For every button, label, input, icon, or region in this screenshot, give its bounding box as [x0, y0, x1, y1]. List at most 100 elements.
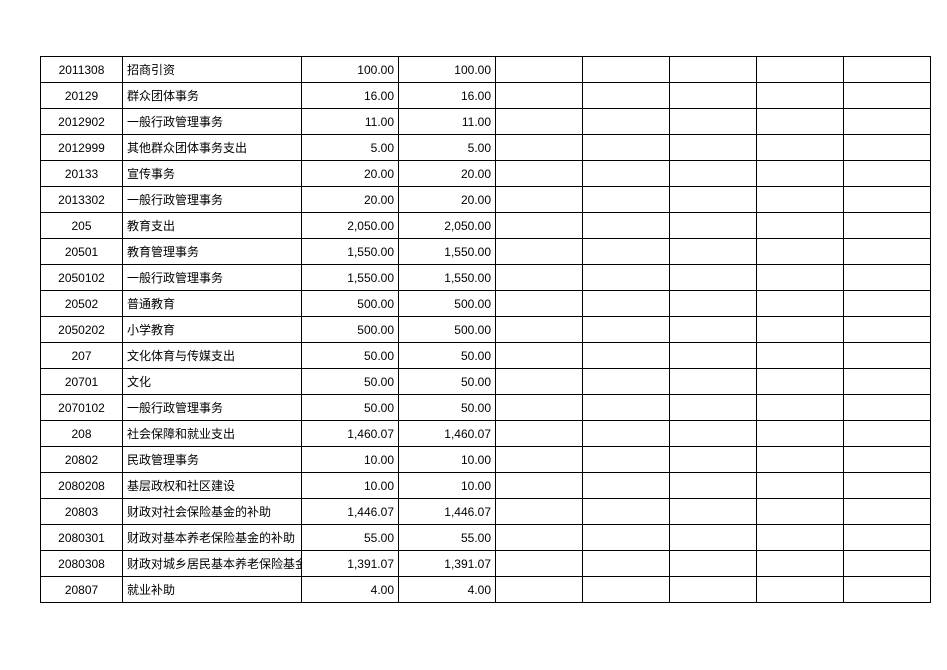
cell-blank-4	[756, 498, 844, 525]
table-row: 208 社会保障和就业支出 1,460.07 1,460.07	[40, 420, 931, 447]
cell-blank-2	[582, 420, 670, 447]
cell-item-name: 一般行政管理事务	[122, 186, 302, 213]
cell-blank-5	[843, 108, 931, 135]
cell-amount-general: 1,550.00	[398, 264, 496, 291]
cell-blank-1	[495, 576, 583, 603]
cell-blank-4	[756, 472, 844, 499]
cell-amount-budget: 16.00	[301, 82, 399, 109]
cell-amount-budget: 20.00	[301, 186, 399, 213]
cell-blank-1	[495, 134, 583, 161]
cell-blank-1	[495, 56, 583, 83]
cell-blank-2	[582, 472, 670, 499]
cell-item-name: 文化	[122, 368, 302, 395]
cell-blank-1	[495, 264, 583, 291]
table-row: 20129 群众团体事务 16.00 16.00	[40, 82, 931, 109]
cell-code: 20803	[40, 498, 123, 525]
cell-blank-3	[669, 576, 757, 603]
cell-amount-budget: 20.00	[301, 160, 399, 187]
cell-blank-1	[495, 342, 583, 369]
cell-blank-4	[756, 56, 844, 83]
cell-blank-5	[843, 368, 931, 395]
cell-blank-5	[843, 82, 931, 109]
cell-blank-4	[756, 316, 844, 343]
cell-blank-1	[495, 524, 583, 551]
table-row: 2080301 财政对基本养老保险基金的补助 55.00 55.00	[40, 524, 931, 551]
cell-blank-5	[843, 394, 931, 421]
cell-amount-budget: 1,550.00	[301, 238, 399, 265]
cell-amount-budget: 500.00	[301, 290, 399, 317]
cell-code: 20701	[40, 368, 123, 395]
cell-code: 2012999	[40, 134, 123, 161]
cell-code: 20502	[40, 290, 123, 317]
cell-blank-4	[756, 420, 844, 447]
cell-amount-general: 500.00	[398, 316, 496, 343]
cell-amount-general: 20.00	[398, 160, 496, 187]
cell-amount-general: 1,391.07	[398, 550, 496, 577]
cell-blank-2	[582, 446, 670, 473]
cell-blank-2	[582, 524, 670, 551]
table-row: 20807 就业补助 4.00 4.00	[40, 576, 931, 603]
table-row: 2011308 招商引资 100.00 100.00	[40, 56, 931, 83]
cell-amount-budget: 50.00	[301, 394, 399, 421]
cell-item-name: 宣传事务	[122, 160, 302, 187]
cell-amount-general: 11.00	[398, 108, 496, 135]
cell-blank-3	[669, 56, 757, 83]
cell-amount-general: 2,050.00	[398, 212, 496, 239]
cell-blank-5	[843, 576, 931, 603]
cell-blank-3	[669, 550, 757, 577]
cell-blank-3	[669, 342, 757, 369]
cell-blank-5	[843, 446, 931, 473]
cell-blank-2	[582, 342, 670, 369]
cell-blank-4	[756, 186, 844, 213]
cell-blank-3	[669, 524, 757, 551]
cell-amount-budget: 10.00	[301, 446, 399, 473]
cell-amount-budget: 11.00	[301, 108, 399, 135]
cell-blank-2	[582, 368, 670, 395]
cell-blank-4	[756, 134, 844, 161]
cell-blank-4	[756, 264, 844, 291]
cell-blank-5	[843, 160, 931, 187]
cell-blank-4	[756, 550, 844, 577]
cell-blank-2	[582, 186, 670, 213]
cell-amount-general: 5.00	[398, 134, 496, 161]
cell-amount-budget: 4.00	[301, 576, 399, 603]
cell-code: 2080301	[40, 524, 123, 551]
cell-blank-5	[843, 264, 931, 291]
cell-code: 2080208	[40, 472, 123, 499]
cell-blank-2	[582, 160, 670, 187]
cell-blank-4	[756, 394, 844, 421]
cell-blank-5	[843, 498, 931, 525]
cell-blank-3	[669, 238, 757, 265]
cell-item-name: 财政对社会保险基金的补助	[122, 498, 302, 525]
cell-blank-2	[582, 134, 670, 161]
cell-blank-4	[756, 290, 844, 317]
cell-blank-1	[495, 394, 583, 421]
cell-code: 2050202	[40, 316, 123, 343]
cell-blank-5	[843, 238, 931, 265]
cell-amount-general: 55.00	[398, 524, 496, 551]
cell-code: 20802	[40, 446, 123, 473]
cell-amount-general: 10.00	[398, 446, 496, 473]
cell-amount-general: 10.00	[398, 472, 496, 499]
cell-blank-1	[495, 368, 583, 395]
budget-sheet: 2011308 招商引资 100.00 100.00 20129 群众团体事务 16.00 1…	[40, 56, 931, 603]
cell-blank-5	[843, 550, 931, 577]
cell-blank-2	[582, 212, 670, 239]
cell-amount-budget: 50.00	[301, 368, 399, 395]
cell-amount-general: 20.00	[398, 186, 496, 213]
cell-item-name: 招商引资	[122, 56, 302, 83]
cell-code: 207	[40, 342, 123, 369]
cell-blank-3	[669, 498, 757, 525]
cell-amount-general: 1,550.00	[398, 238, 496, 265]
cell-blank-4	[756, 108, 844, 135]
cell-blank-5	[843, 134, 931, 161]
cell-blank-1	[495, 472, 583, 499]
cell-blank-4	[756, 82, 844, 109]
cell-amount-budget: 1,460.07	[301, 420, 399, 447]
cell-blank-2	[582, 238, 670, 265]
cell-amount-general: 50.00	[398, 342, 496, 369]
cell-code: 2070102	[40, 394, 123, 421]
cell-blank-3	[669, 186, 757, 213]
table-row: 2080308财政对城乡居民基本养老保险基金的补助1,391.071,391.0…	[40, 550, 931, 577]
cell-blank-3	[669, 290, 757, 317]
